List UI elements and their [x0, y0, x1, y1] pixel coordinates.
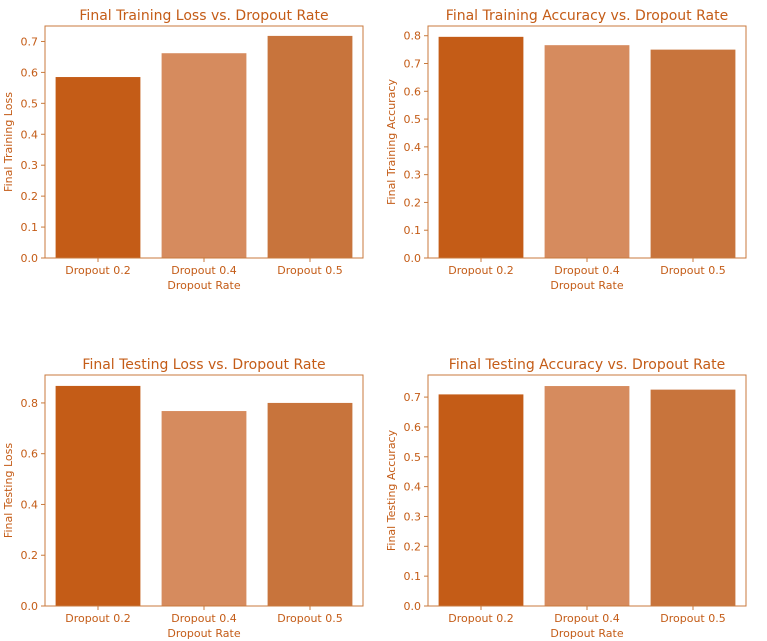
- bar-3: [267, 402, 353, 606]
- y-tick-label: 0.3: [21, 159, 39, 172]
- bar-3: [650, 389, 736, 606]
- x-tick-label: Dropout 0.5: [660, 264, 725, 277]
- y-axis-label: Final Training Accuracy: [385, 79, 398, 205]
- y-tick-label: 0.5: [21, 97, 39, 110]
- y-tick-label: 0.2: [21, 549, 39, 562]
- chart-4: Dropout 0.2 Dropout 0.4 Dropout 0.5 0.0 0.1 0…: [385, 357, 747, 640]
- y-tick-label: 0.6: [21, 66, 39, 79]
- y-tick-label: 0.6: [404, 421, 422, 434]
- y-tick-label: 0.1: [404, 224, 422, 237]
- plot-frame: [427, 25, 747, 259]
- y-axis-label: Final Testing Loss: [2, 443, 15, 538]
- x-axis-label: Dropout Rate: [550, 279, 623, 292]
- y-tick-label: 0.2: [404, 540, 422, 553]
- y-tick-label: 0.3: [404, 169, 422, 182]
- y-tick-label: 0.4: [404, 141, 422, 154]
- chart-2: Dropout 0.2 Dropout 0.4 Dropout 0.5 0.0 0.1 0…: [385, 8, 747, 292]
- x-tick-label: Dropout 0.2: [448, 264, 513, 277]
- x-axis-label: Dropout Rate: [167, 279, 240, 292]
- chart-1: Dropout 0.2 Dropout 0.4 Dropout 0.5 0.0 0.1 0…: [2, 8, 364, 292]
- bar-2: [544, 45, 630, 258]
- x-tick-label: Dropout 0.4: [171, 264, 236, 277]
- bar-3: [650, 49, 736, 259]
- y-tick-label: 0.5: [404, 113, 422, 126]
- y-tick-label: 0.5: [404, 451, 422, 464]
- y-tick-label: 0.2: [21, 190, 39, 203]
- plot-frame: [427, 374, 747, 607]
- y-tick-label: 0.6: [404, 85, 422, 98]
- bar-1: [438, 394, 524, 606]
- y-tick-label: 0.1: [404, 570, 422, 583]
- x-tick-label: Dropout 0.4: [554, 264, 619, 277]
- y-tick-label: 0.7: [404, 58, 422, 71]
- y-tick-label: 0.1: [21, 221, 39, 234]
- x-tick-label: Dropout 0.2: [65, 612, 130, 625]
- y-tick-label: 0.4: [21, 128, 39, 141]
- y-tick-label: 0.4: [21, 498, 39, 511]
- x-tick-label: Dropout 0.5: [277, 264, 342, 277]
- y-tick-label: 0.3: [404, 510, 422, 523]
- chart-title: Final Testing Loss vs. Dropout Rate: [82, 357, 325, 373]
- y-tick-label: 0.8: [21, 397, 39, 410]
- x-tick-label: Dropout 0.5: [660, 612, 725, 625]
- x-tick-label: Dropout 0.5: [277, 612, 342, 625]
- x-axis-label: Dropout Rate: [550, 627, 623, 640]
- bar-1: [55, 385, 141, 606]
- y-tick-label: 0.0: [404, 252, 422, 265]
- y-tick-label: 0.0: [404, 600, 422, 613]
- y-tick-label: 0.2: [404, 196, 422, 209]
- y-tick-label: 0.0: [21, 600, 39, 613]
- bar-2: [161, 53, 247, 259]
- x-tick-label: Dropout 0.4: [554, 612, 619, 625]
- x-tick-label: Dropout 0.2: [65, 264, 130, 277]
- bar-3: [267, 35, 353, 258]
- bar-1: [438, 36, 524, 258]
- x-axis-label: Dropout Rate: [167, 627, 240, 640]
- y-tick-label: 0.7: [404, 391, 422, 404]
- y-tick-label: 0.6: [21, 448, 39, 461]
- y-tick-label: 0.7: [21, 35, 39, 48]
- chart-3: Dropout 0.2 Dropout 0.4 Dropout 0.5 0.0 0.2 0…: [2, 357, 364, 640]
- y-tick-label: 0.0: [21, 252, 39, 265]
- plot-frame: [44, 374, 364, 607]
- x-tick-label: Dropout 0.2: [448, 612, 513, 625]
- plot-frame: [44, 25, 364, 259]
- bar-2: [544, 386, 630, 606]
- y-axis-label: Final Training Loss: [2, 92, 15, 192]
- chart-title: Final Training Loss vs. Dropout Rate: [79, 8, 328, 24]
- bar-2: [161, 411, 247, 606]
- y-tick-label: 0.8: [404, 30, 422, 43]
- bar-1: [55, 77, 141, 258]
- x-tick-label: Dropout 0.4: [171, 612, 236, 625]
- y-axis-label: Final Testing Accuracy: [385, 429, 398, 551]
- chart-title: Final Training Accuracy vs. Dropout Rate: [446, 8, 728, 24]
- y-tick-label: 0.4: [404, 481, 422, 494]
- chart-title: Final Testing Accuracy vs. Dropout Rate: [449, 357, 725, 373]
